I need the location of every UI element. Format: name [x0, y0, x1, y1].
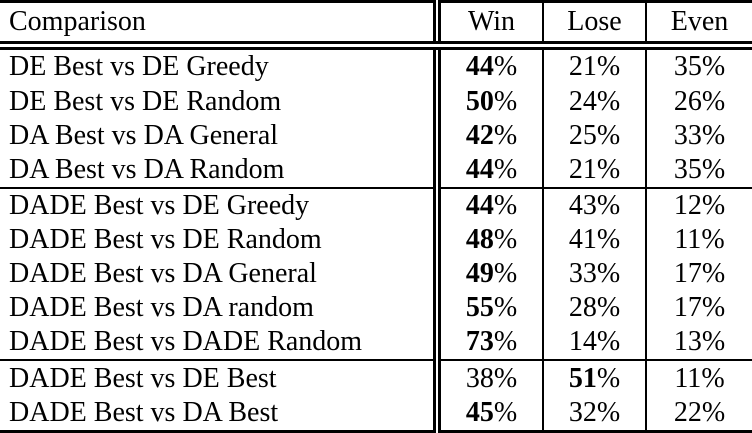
- even-cell: 13%: [645, 325, 752, 361]
- lose-cell: 43%: [542, 187, 646, 224]
- column-header-lose: Lose: [542, 1, 646, 50]
- win-cell: 44%: [433, 45, 543, 85]
- lose-cell: 21%: [542, 45, 646, 85]
- win-cell: 49%: [433, 257, 543, 292]
- table-row: DADE Best vs DE Random 48% 41% 11%: [0, 223, 752, 258]
- lose-cell: 33%: [542, 257, 646, 292]
- table-row: DADE Best vs DADE Random 73% 14% 13%: [0, 325, 752, 361]
- even-cell: 26%: [645, 84, 752, 119]
- lose-cell: 14%: [542, 325, 646, 361]
- lose-cell: 24%: [542, 84, 646, 119]
- column-header-win: Win: [433, 1, 543, 50]
- comparison-cell: DA Best vs DA Random: [9, 154, 285, 185]
- table-row: DADE Best vs DE Best 38% 51% 11%: [0, 359, 752, 396]
- column-header-even: Even: [645, 1, 752, 50]
- lose-cell: 21%: [542, 152, 646, 189]
- win-cell: 48%: [433, 223, 543, 258]
- table-body: DE Best vs DE Greedy 44% 21% 35% DE Best vs …: [0, 45, 752, 432]
- comparison-cell: DADE Best vs DE Best: [0, 359, 437, 396]
- win-cell: 42%: [433, 118, 543, 153]
- lose-cell: 51%: [542, 359, 646, 396]
- even-cell: 35%: [645, 45, 752, 85]
- table-row: DE Best vs DE Random 50% 24% 26%: [0, 84, 752, 119]
- header-row: Comparison Win Lose Even: [0, 1, 752, 50]
- comparison-cell: DADE Best vs DA General: [9, 258, 317, 290]
- table-row: DADE Best vs DA random 55% 28% 17%: [0, 291, 752, 326]
- even-cell: 12%: [645, 187, 752, 224]
- comparison-cell: DE Best vs DE Greedy: [9, 51, 269, 83]
- win-cell: 55%: [433, 291, 543, 326]
- column-header-comparison: Comparison: [0, 1, 437, 50]
- win-cell: 50%: [433, 84, 543, 119]
- even-cell: 11%: [645, 223, 752, 258]
- even-cell: 33%: [645, 118, 752, 153]
- win-cell: 38%: [433, 359, 543, 396]
- table-row: DADE Best vs DE Greedy 44% 43% 12%: [0, 187, 752, 224]
- win-cell: 45%: [433, 395, 543, 432]
- win-cell: 73%: [433, 325, 543, 361]
- lose-cell: 25%: [542, 118, 646, 153]
- comparison-cell: DADE Best vs DA random: [9, 292, 314, 324]
- table-row: DE Best vs DE Greedy 44% 21% 35%: [0, 45, 752, 85]
- comparison-cell: DADE Best vs DE Random: [9, 224, 322, 256]
- table-row: DA Best vs DA General 42% 25% 33%: [0, 118, 752, 153]
- even-cell: 35%: [645, 152, 752, 189]
- table-header: Comparison Win Lose Even: [0, 1, 752, 50]
- lose-cell: 32%: [542, 395, 646, 432]
- comparison-cell: DADE Best vs DA Best: [9, 396, 279, 428]
- lose-cell: 41%: [542, 223, 646, 258]
- table-row: DA Best vs DA Random 44% 21% 35%: [0, 152, 752, 189]
- win-cell: 44%: [433, 187, 543, 224]
- even-cell: 22%: [645, 395, 752, 432]
- table-row: DADE Best vs DA General 49% 33% 17%: [0, 257, 752, 292]
- table-row: DADE Best vs DA Best 45% 32% 22%: [0, 395, 752, 432]
- comparison-cell: DADE Best vs DADE Random: [9, 326, 363, 358]
- comparison-cell: DADE Best vs DE Greedy: [0, 187, 437, 224]
- comparison-cell: DE Best vs DE Random: [9, 85, 282, 117]
- even-cell: 17%: [645, 291, 752, 326]
- even-cell: 11%: [645, 359, 752, 396]
- even-cell: 17%: [645, 257, 752, 292]
- comparison-cell: DA Best vs DA General: [9, 119, 279, 151]
- win-cell: 44%: [433, 152, 543, 189]
- lose-cell: 28%: [542, 291, 646, 326]
